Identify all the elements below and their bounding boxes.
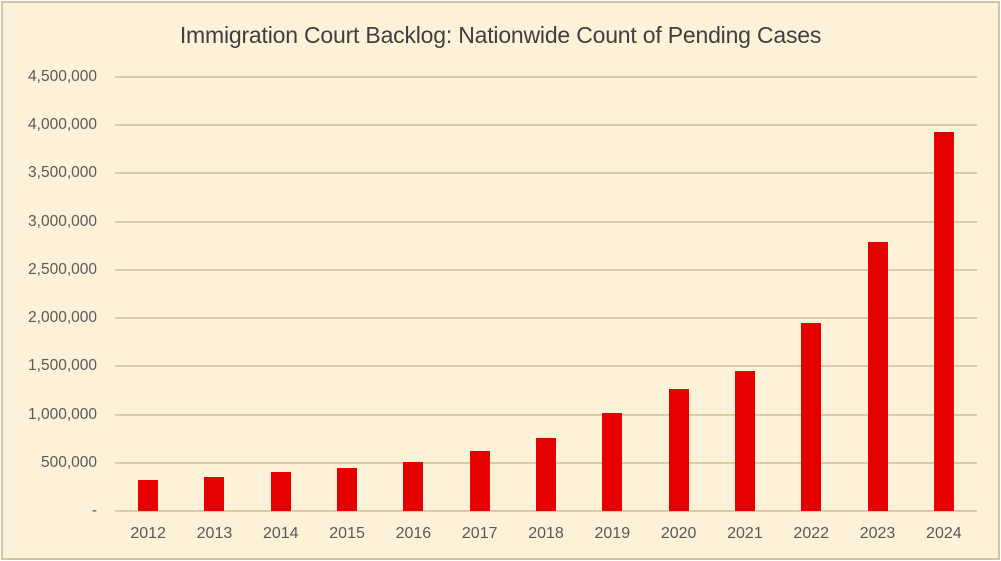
x-tick-label: 2013 bbox=[196, 525, 233, 542]
gridline bbox=[115, 317, 977, 320]
y-tick-label: 4,500,000 bbox=[28, 68, 97, 85]
x-tick-label: 2022 bbox=[793, 525, 830, 542]
y-tick-label: 4,000,000 bbox=[28, 116, 97, 134]
bar-2017 bbox=[469, 451, 490, 511]
gridline bbox=[115, 365, 977, 368]
gridline bbox=[115, 172, 977, 175]
x-tick-label: 2018 bbox=[528, 525, 564, 542]
bar-2014 bbox=[270, 472, 291, 511]
gridline bbox=[115, 220, 977, 223]
bar-2021 bbox=[734, 371, 755, 511]
gridline bbox=[115, 268, 977, 271]
y-tick-label: 3,000,000 bbox=[28, 212, 97, 230]
y-tick-label: 3,500,000 bbox=[28, 164, 97, 182]
bar-2022 bbox=[801, 322, 822, 511]
bar-2013 bbox=[204, 477, 225, 511]
x-tick-label: 2016 bbox=[395, 525, 432, 542]
gridline bbox=[115, 413, 977, 416]
bar-2015 bbox=[337, 468, 358, 511]
bar-2020 bbox=[668, 389, 689, 511]
bar-2019 bbox=[602, 412, 623, 511]
y-tick-label: 2,000,000 bbox=[28, 309, 97, 327]
y-tick-label: 500,000 bbox=[40, 453, 97, 471]
x-tick-label: 2019 bbox=[594, 525, 631, 542]
gridline bbox=[115, 124, 977, 127]
bar-2024 bbox=[933, 131, 954, 511]
x-tick-label: 2020 bbox=[660, 525, 697, 542]
bar-2012 bbox=[138, 479, 159, 511]
x-tick-label: 2023 bbox=[859, 525, 896, 542]
y-tick-label: - bbox=[91, 502, 97, 519]
chart-title: Immigration Court Backlog: Nationwide Co… bbox=[179, 22, 822, 48]
x-tick-label: 2012 bbox=[130, 525, 166, 542]
x-tick-label: 2021 bbox=[727, 525, 763, 542]
x-tick-label: 2024 bbox=[926, 525, 962, 542]
bar-2018 bbox=[536, 438, 556, 511]
bar-2023 bbox=[867, 241, 888, 511]
y-tick-label: 1,000,000 bbox=[28, 405, 97, 423]
y-tick-label: 2,500,000 bbox=[28, 260, 97, 278]
gridline bbox=[115, 76, 977, 78]
x-tick-label: 2014 bbox=[262, 525, 299, 542]
bar-2016 bbox=[403, 461, 424, 511]
x-tick-label: 2015 bbox=[329, 525, 365, 542]
x-tick-label: 2017 bbox=[461, 525, 498, 542]
y-tick-label: 1,500,000 bbox=[28, 357, 97, 375]
x-axis-line bbox=[115, 510, 977, 512]
